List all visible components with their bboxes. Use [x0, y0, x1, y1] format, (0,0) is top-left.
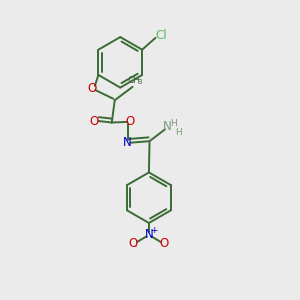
Text: N: N: [123, 136, 132, 149]
Text: O: O: [88, 82, 97, 95]
Text: H: H: [175, 128, 182, 137]
Text: O: O: [129, 237, 138, 250]
Text: N: N: [145, 228, 153, 242]
Text: ⁻: ⁻: [133, 244, 137, 253]
Text: 3: 3: [137, 80, 142, 85]
Text: H: H: [170, 119, 177, 128]
Text: N: N: [162, 120, 171, 133]
Text: +: +: [150, 226, 157, 235]
Text: O: O: [160, 237, 169, 250]
Text: Cl: Cl: [155, 29, 167, 42]
Text: O: O: [126, 116, 135, 128]
Text: CH: CH: [128, 76, 141, 85]
Text: O: O: [89, 115, 99, 128]
